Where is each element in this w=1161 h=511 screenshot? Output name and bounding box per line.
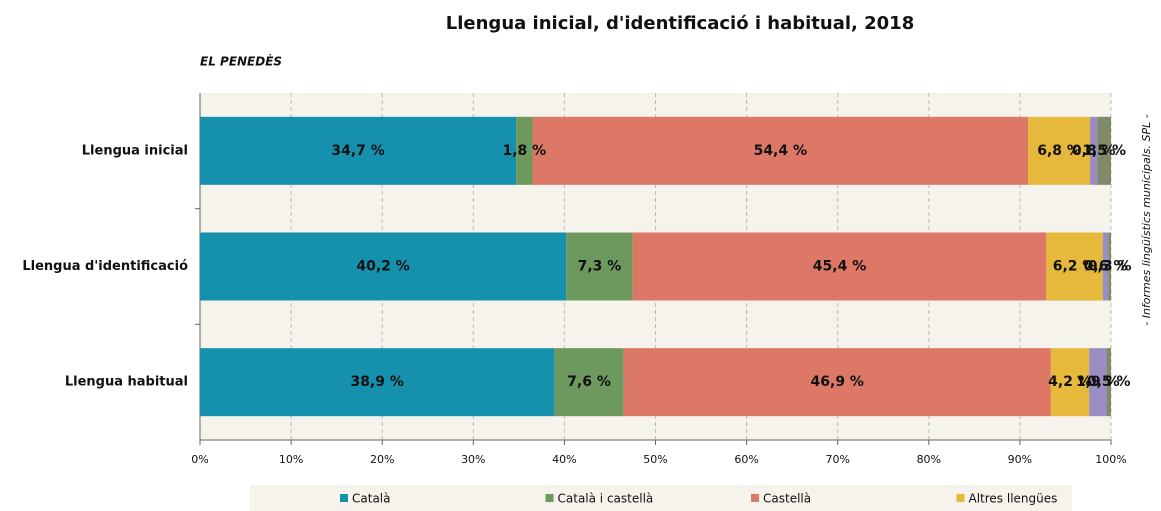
bar-segment — [1090, 116, 1098, 185]
x-tick-label: 40% — [552, 453, 576, 466]
bar-segment — [200, 348, 555, 417]
bar-segment — [1046, 232, 1103, 301]
x-tick-label: 20% — [370, 453, 394, 466]
x-tick-label: 50% — [643, 453, 667, 466]
legend-label: Castellà — [763, 492, 811, 506]
data-label: 54,4 % — [754, 143, 807, 159]
data-label: 38,9 % — [350, 374, 403, 390]
data-label: 1,8 % — [502, 143, 546, 159]
data-label: 46,9 % — [811, 374, 864, 390]
bar-segment — [200, 116, 517, 185]
bar-segment — [532, 116, 1029, 185]
legend-label: Català i castellà — [558, 492, 654, 506]
legend-label: Altres llengües — [969, 492, 1058, 506]
y-tick-label: Llengua habitual — [65, 375, 188, 390]
data-label: 45,4 % — [813, 259, 866, 275]
bar-segment — [623, 348, 1051, 417]
x-tick-label: 70% — [825, 453, 849, 466]
legend-box — [250, 485, 1072, 511]
bar-segment — [1028, 116, 1091, 185]
bar-segment — [1102, 232, 1109, 301]
data-label: 0,6 % — [1084, 259, 1128, 275]
legend-swatch — [340, 494, 348, 502]
bar-segment — [566, 232, 633, 301]
bar-segment — [554, 348, 624, 417]
data-label: 40,2 % — [356, 259, 409, 275]
bar-segment — [1050, 348, 1090, 417]
data-label: 0,8 % — [1072, 143, 1116, 159]
data-label: 1,9 % — [1076, 374, 1120, 390]
bar-segment — [1106, 348, 1111, 417]
chart-title: Llengua inicial, d'identificació i habit… — [446, 13, 914, 34]
source-note: - Informes lingüístics municipals. SPL - — [1140, 114, 1153, 326]
x-tick-label: 90% — [1008, 453, 1032, 466]
data-label: 0,3 % — [1088, 259, 1132, 275]
data-label: 4,2 % — [1048, 374, 1092, 390]
data-label: 7,3 % — [578, 259, 622, 275]
data-label: 6,8 % — [1037, 143, 1081, 159]
legend-swatch — [956, 494, 965, 502]
data-label: 1,5 % — [1082, 143, 1126, 159]
bar-segment — [1108, 232, 1111, 301]
x-tick-label: 100% — [1095, 453, 1126, 466]
legend-label: Català — [352, 492, 390, 506]
data-label: 6,2 % — [1053, 259, 1097, 275]
x-tick-label: 30% — [461, 453, 485, 466]
subtitle: EL PENEDÈS — [200, 54, 282, 69]
x-tick-label: 0% — [191, 453, 208, 466]
y-tick-label: Llengua d'identificació — [22, 259, 188, 274]
legend-swatch — [751, 494, 759, 502]
data-label: 7,6 % — [567, 374, 611, 390]
x-tick-label: 60% — [734, 453, 758, 466]
y-tick-label: Llengua inicial — [82, 143, 188, 158]
data-label: 34,7 % — [331, 143, 384, 159]
legend-swatch — [545, 494, 554, 502]
x-tick-label: 80% — [917, 453, 941, 466]
bar-segment — [200, 232, 567, 301]
bar-segment — [632, 232, 1047, 301]
bar-segment — [516, 116, 533, 185]
bar-segment — [1097, 116, 1111, 185]
bar-segment — [1089, 348, 1107, 417]
x-tick-label: 10% — [279, 453, 303, 466]
data-label: 0,5 % — [1087, 374, 1131, 390]
